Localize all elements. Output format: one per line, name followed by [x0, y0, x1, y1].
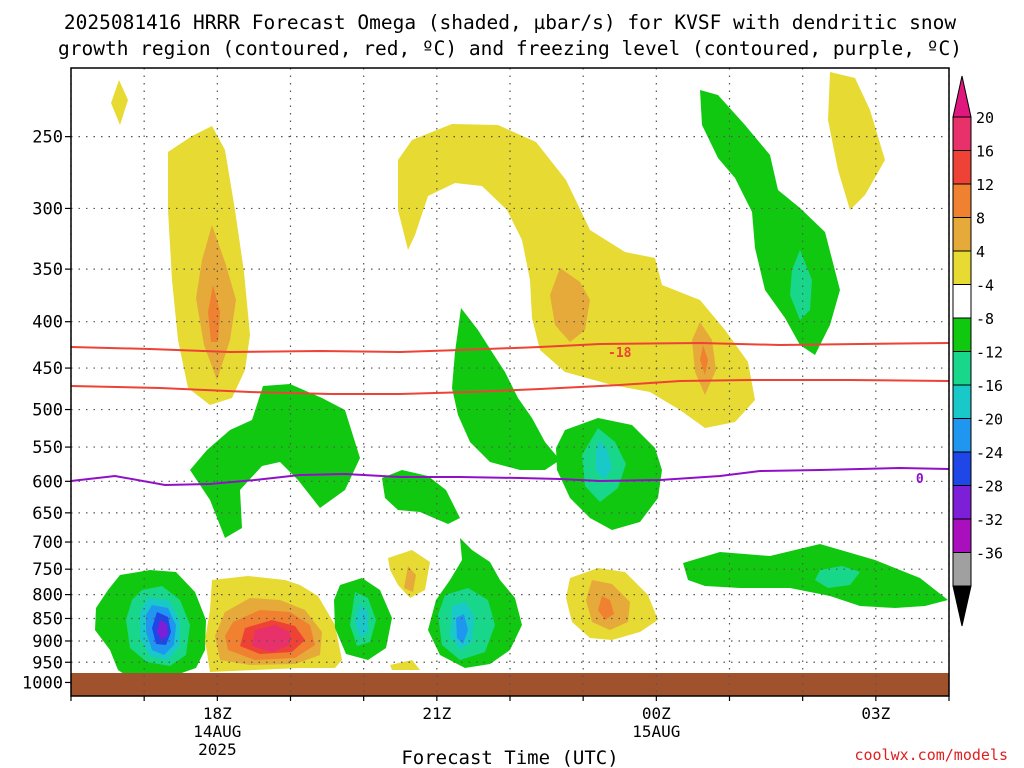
cyan-region — [596, 440, 612, 480]
gold-region — [404, 566, 416, 592]
colorbar-band — [952, 351, 972, 386]
colorbar-label: 4 — [976, 243, 985, 261]
blue-region — [456, 614, 468, 644]
y-tick-label: 800 — [32, 586, 63, 606]
green-region — [700, 90, 840, 355]
y-tick-label: 600 — [32, 472, 63, 492]
yellow-region — [390, 660, 420, 670]
green-region — [190, 384, 360, 538]
orange-region — [598, 596, 614, 620]
colorbar-label: -28 — [976, 478, 1003, 496]
colorbar-band — [952, 250, 972, 285]
yellow-region — [398, 124, 755, 428]
contour-label: 0 — [916, 472, 924, 487]
credit-text: coolwx.com/models — [854, 746, 1008, 764]
x-axis-label: Forecast Time (UTC) — [401, 747, 618, 768]
y-tick-label: 500 — [32, 401, 63, 421]
colorbar-label: -8 — [976, 310, 994, 328]
contour-purple-zero — [70, 466, 950, 487]
yellow-region — [828, 72, 885, 210]
x-tick-label: 18Z — [203, 704, 232, 723]
contour-red-minus18 — [70, 341, 950, 354]
colorbar-label: 12 — [976, 176, 994, 194]
teal-region — [790, 250, 812, 320]
y-tick-label: 450 — [32, 359, 63, 379]
y-tick-label: 550 — [32, 438, 63, 458]
colorbar-band — [952, 284, 972, 319]
colorbar-bottom-arrow — [952, 585, 972, 627]
magenta-region — [252, 625, 290, 652]
green-region — [683, 544, 948, 608]
x-tick-label: 03Z — [861, 704, 890, 723]
x-axis-ticks: 18Z14AUG202521Z00Z15AUG03Z06Z09Z — [70, 696, 950, 759]
orange-region — [700, 345, 708, 375]
colorbar-label: -20 — [976, 411, 1003, 429]
colorbar-band — [952, 183, 972, 218]
y-tick-label: 350 — [32, 260, 63, 280]
colorbar-top-arrow — [952, 75, 972, 118]
teal-region — [815, 566, 860, 588]
colorbar-band — [952, 384, 972, 419]
cyan-region — [355, 604, 368, 638]
x-tick-year: 2025 — [198, 740, 237, 759]
y-axis-ticks: 250 300 350 400 450 500 550 600 650 700 750 800 850 9… — [22, 128, 71, 693]
purple-region — [157, 620, 168, 640]
x-tick-date: 15AUG — [632, 722, 680, 741]
x-tick-label: 21Z — [422, 704, 451, 723]
colorbar-band — [952, 217, 972, 252]
colorbar-band — [952, 116, 972, 151]
contours — [70, 341, 950, 487]
chart-title-line2: growth region (contoured, red, ºC) and f… — [58, 37, 962, 60]
orange-region — [208, 285, 220, 342]
y-tick-label: 250 — [32, 128, 63, 148]
x-tick-date: 14AUG — [193, 722, 241, 741]
colorbar-band — [952, 317, 972, 352]
colorbar-label: 20 — [976, 109, 994, 127]
x-tick-label: 00Z — [642, 704, 671, 723]
y-tick-label: 650 — [32, 504, 63, 524]
y-tick-label: 950 — [32, 653, 63, 673]
contour-labels: -18-18-120 — [608, 346, 924, 487]
colorbar-band — [952, 485, 972, 520]
gold-region — [550, 268, 590, 342]
contour-red-minus12 — [70, 379, 950, 395]
green-region — [382, 470, 460, 524]
colorbar-label: 8 — [976, 210, 985, 228]
contour-label: -18 — [608, 346, 632, 361]
chart-title-line1: 2025081416 HRRR Forecast Omega (shaded, … — [64, 11, 956, 34]
colorbar-band — [952, 418, 972, 453]
y-tick-label: 850 — [32, 609, 63, 629]
colorbar-band — [952, 552, 972, 587]
y-tick-label: 300 — [32, 199, 63, 219]
y-tick-label: 700 — [32, 533, 63, 553]
colorbar-band — [952, 518, 972, 553]
y-tick-label: 1000 — [22, 673, 63, 693]
colorbar-band — [952, 150, 972, 185]
colorbar: 20 16 12 8 4 -4 -8 -12 -16 -20 -24 -28 -32 -36 — [952, 75, 1003, 627]
colorbar-label: -12 — [976, 344, 1003, 362]
y-tick-label: 400 — [32, 313, 63, 333]
colorbar-label: 16 — [976, 143, 994, 161]
y-tick-label: 750 — [32, 560, 63, 580]
colorbar-label: -16 — [976, 377, 1003, 395]
colorbar-label: -4 — [976, 277, 994, 295]
yellow-region — [111, 80, 128, 125]
colorbar-label: -32 — [976, 511, 1003, 529]
y-tick-label: 900 — [32, 632, 63, 652]
colorbar-band — [952, 451, 972, 486]
colorbar-label: -24 — [976, 444, 1003, 462]
colorbar-label: -36 — [976, 545, 1003, 563]
